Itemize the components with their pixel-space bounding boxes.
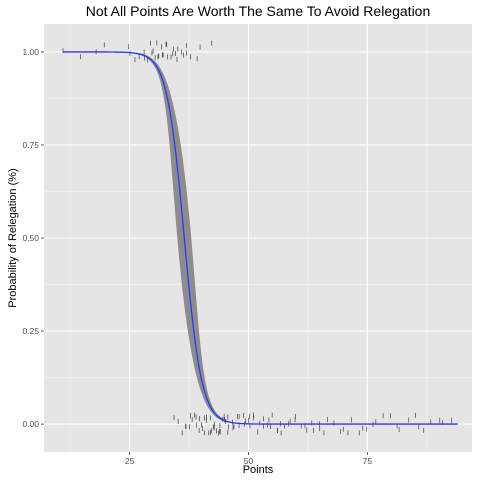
y-tick-label: 0.75: [22, 140, 39, 150]
y-tick-label: 1.00: [22, 47, 39, 57]
x-tick-label: 75: [363, 456, 373, 466]
y-axis: 0.00 0.25 0.50 0.75 1.00: [22, 47, 44, 429]
logistic-fit-line: [63, 51, 458, 425]
y-axis-title: Probability of Relegation (%): [7, 168, 19, 307]
x-tick-label: 50: [244, 456, 254, 466]
x-tick-label: 25: [125, 456, 135, 466]
chart-title: Not All Points Are Worth The Same To Avo…: [86, 3, 431, 19]
grid-lines: [44, 24, 472, 452]
y-tick-label: 0.00: [22, 419, 39, 429]
x-axis: 25 50 75: [125, 452, 373, 466]
fit-layer: [63, 51, 458, 425]
x-axis-title: Points: [243, 464, 274, 476]
y-tick-label: 0.25: [22, 326, 39, 336]
y-tick-label: 0.50: [22, 233, 39, 243]
